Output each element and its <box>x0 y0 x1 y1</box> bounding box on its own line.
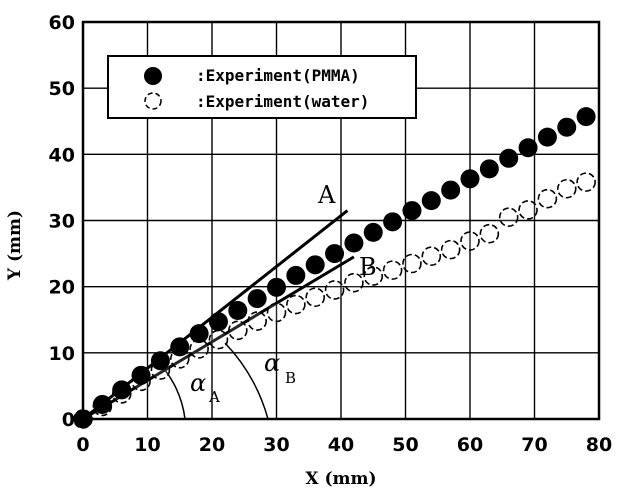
point-pmma-7 <box>208 312 228 332</box>
x-tick-label-3: 30 <box>263 434 289 456</box>
point-water-6 <box>189 339 209 359</box>
point-water-23 <box>518 200 538 220</box>
angle-label-b: α B <box>264 349 296 387</box>
point-pmma-16 <box>383 212 403 232</box>
point-water-15 <box>363 266 384 286</box>
point-water-17 <box>402 253 422 274</box>
point-water-16 <box>382 260 403 280</box>
x-tick-label-8: 80 <box>586 434 612 456</box>
legend-marker-water <box>144 92 162 110</box>
point-water-24 <box>537 188 558 209</box>
point-water-14 <box>344 272 364 293</box>
point-pmma-5 <box>170 337 190 357</box>
point-water-9 <box>247 311 267 331</box>
angle-a-symbol: α <box>190 369 206 397</box>
point-water-19 <box>440 239 461 260</box>
x-tick-label-1: 10 <box>134 434 160 456</box>
point-pmma-18 <box>421 191 441 211</box>
y-tick-label-3: 30 <box>49 211 75 233</box>
point-water-21 <box>479 223 500 244</box>
point-pmma-26 <box>576 107 596 127</box>
x-tick-label-6: 60 <box>457 434 483 456</box>
x-tick-label-7: 70 <box>521 434 547 456</box>
y-tick-label-5: 50 <box>49 78 75 100</box>
angle-b-subscript: B <box>285 369 296 387</box>
point-water-10 <box>266 302 287 323</box>
x-tick-labels: 0 10 20 30 40 50 60 70 80 <box>76 434 612 456</box>
point-pmma-3 <box>131 365 151 385</box>
angle-label-a: α A <box>190 369 220 406</box>
legend-marker-pmma <box>144 67 162 85</box>
point-pmma-10 <box>267 277 286 297</box>
point-pmma-9 <box>247 289 267 309</box>
y-tick-label-1: 10 <box>49 343 75 365</box>
x-tick-label-2: 20 <box>199 434 225 456</box>
legend-label-water: :Experiment(water) <box>196 92 369 111</box>
angle-a-subscript: A <box>208 388 220 406</box>
x-tick-label-0: 0 <box>76 434 89 456</box>
point-pmma-1 <box>92 394 112 414</box>
y-tick-labels: 0 10 20 30 40 50 60 <box>49 12 75 431</box>
plot-frame <box>81 20 601 421</box>
y-tick-label-0: 0 <box>62 409 75 431</box>
point-pmma-20 <box>460 169 480 189</box>
point-water-22 <box>498 207 519 227</box>
line-label-a: A <box>317 181 336 209</box>
angle-arc-b <box>224 342 269 420</box>
point-pmma-24 <box>537 127 557 147</box>
point-pmma-2 <box>112 380 132 400</box>
point-pmma-6 <box>189 324 209 344</box>
y-tick-label-2: 20 <box>49 277 75 299</box>
point-water-18 <box>421 246 442 267</box>
point-pmma-14 <box>344 233 364 253</box>
point-pmma-8 <box>228 300 248 320</box>
point-water-25 <box>556 178 577 199</box>
legend: :Experiment(PMMA) :Experiment(water) <box>107 55 417 119</box>
x-tick-label-5: 50 <box>392 434 418 456</box>
point-water-8 <box>228 320 248 341</box>
point-pmma-21 <box>479 159 499 179</box>
point-water-12 <box>305 287 326 308</box>
y-axis-title: Y (mm) <box>5 210 25 281</box>
point-pmma-11 <box>286 265 306 285</box>
y-tick-label-4: 40 <box>49 144 75 166</box>
point-pmma-13 <box>325 244 345 264</box>
point-pmma-17 <box>402 201 422 221</box>
point-water-20 <box>460 231 480 251</box>
legend-label-pmma: :Experiment(PMMA) <box>196 66 360 85</box>
point-water-11 <box>286 294 306 315</box>
point-pmma-4 <box>150 351 170 371</box>
point-pmma-12 <box>305 255 325 275</box>
y-tick-label-6: 60 <box>49 12 75 34</box>
point-water-26 <box>576 172 596 192</box>
angle-b-symbol: α <box>264 349 280 377</box>
x-axis-title: X (mm) <box>305 469 376 489</box>
point-pmma-22 <box>499 148 519 168</box>
point-pmma-19 <box>441 180 461 200</box>
point-pmma-23 <box>518 138 538 158</box>
x-tick-label-4: 40 <box>328 434 354 456</box>
point-pmma-15 <box>363 222 383 242</box>
axes <box>81 20 601 421</box>
legend-box <box>107 55 417 119</box>
data-points <box>73 107 596 429</box>
point-pmma-25 <box>557 117 577 137</box>
point-water-13 <box>324 280 345 300</box>
point-water-7 <box>208 329 229 350</box>
line-label-b: B <box>359 253 377 281</box>
